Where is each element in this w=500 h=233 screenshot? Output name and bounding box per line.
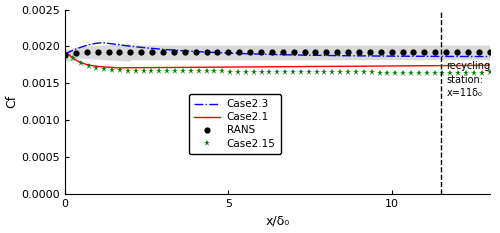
Case2.1 (62, 54, 68, 57)
Case2.1 (266, 65, 272, 68)
RANS (302, 51, 308, 54)
RANS (106, 51, 112, 54)
Case2.15 (471, 72, 477, 75)
RANS (388, 51, 394, 54)
RANS (312, 51, 318, 54)
RANS (204, 51, 210, 54)
RANS (182, 51, 188, 54)
RANS (192, 51, 198, 54)
RANS (465, 51, 471, 54)
RANS (128, 51, 134, 54)
Case2.1 (66, 53, 71, 55)
RANS (486, 51, 492, 54)
Case2.3 (101, 41, 107, 44)
Case2.1 (316, 65, 322, 68)
Case2.3 (62, 52, 68, 55)
Case2.15 (62, 52, 68, 55)
Case2.3 (316, 54, 322, 57)
Case2.15 (479, 72, 485, 75)
RANS (62, 54, 68, 57)
RANS (367, 51, 373, 54)
Case2.3 (478, 55, 484, 58)
Case2.1 (112, 66, 117, 69)
Case2.15 (486, 71, 492, 74)
RANS (84, 51, 89, 54)
RANS (410, 51, 416, 54)
RANS (378, 51, 384, 54)
Text: recycling
station:
x=11δ₀: recycling station: x=11δ₀ (446, 62, 490, 98)
Case2.15 (219, 70, 225, 73)
Line: Case2.15: Case2.15 (62, 50, 493, 77)
Line: Case2.1: Case2.1 (65, 54, 490, 68)
Case2.1 (478, 64, 484, 67)
Case2.15 (440, 72, 446, 74)
RANS (236, 51, 242, 54)
RANS (443, 51, 449, 54)
Case2.1 (294, 65, 300, 68)
Case2.15 (164, 70, 170, 72)
Case2.3 (267, 53, 273, 56)
RANS (269, 51, 275, 54)
Case2.3 (411, 55, 417, 58)
RANS (149, 51, 155, 54)
RANS (171, 51, 177, 54)
RANS (116, 51, 122, 54)
RANS (334, 51, 340, 54)
RANS (73, 52, 79, 55)
Case2.1 (412, 64, 418, 67)
Legend: Case2.3, Case2.1, RANS, Case2.15: Case2.3, Case2.1, RANS, Case2.15 (189, 94, 280, 154)
RANS (356, 51, 362, 54)
Case2.1 (268, 65, 274, 68)
RANS (476, 51, 482, 54)
Line: Case2.3: Case2.3 (65, 43, 490, 57)
Case2.3 (486, 55, 492, 58)
X-axis label: x/δ₀: x/δ₀ (265, 214, 289, 227)
Case2.1 (486, 64, 492, 66)
Case2.15 (140, 69, 146, 72)
RANS (247, 51, 253, 54)
Y-axis label: Cf: Cf (6, 95, 18, 108)
RANS (422, 51, 428, 54)
RANS (226, 51, 232, 54)
Line: RANS: RANS (62, 49, 493, 58)
RANS (94, 51, 100, 54)
Case2.15 (109, 68, 115, 71)
RANS (345, 51, 351, 54)
RANS (454, 51, 460, 54)
RANS (290, 51, 296, 54)
RANS (258, 51, 264, 54)
Case2.3 (264, 53, 270, 56)
RANS (400, 51, 406, 54)
RANS (280, 51, 286, 54)
RANS (160, 51, 166, 54)
RANS (324, 51, 330, 54)
RANS (138, 51, 144, 54)
RANS (432, 51, 438, 54)
Case2.3 (292, 54, 298, 56)
RANS (214, 51, 220, 54)
